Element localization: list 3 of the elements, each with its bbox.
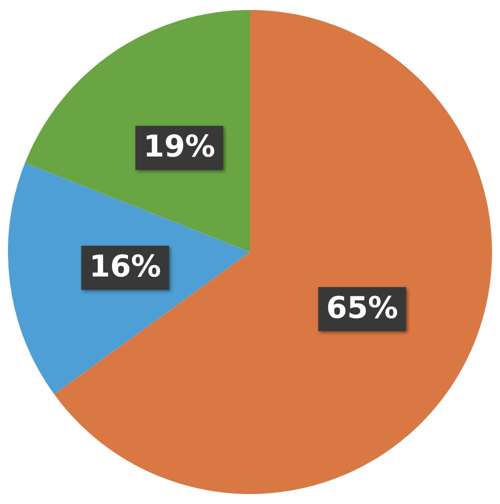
- data-label: 19%: [143, 130, 216, 165]
- data-label: 16%: [89, 250, 162, 285]
- data-label: 65%: [326, 290, 398, 326]
